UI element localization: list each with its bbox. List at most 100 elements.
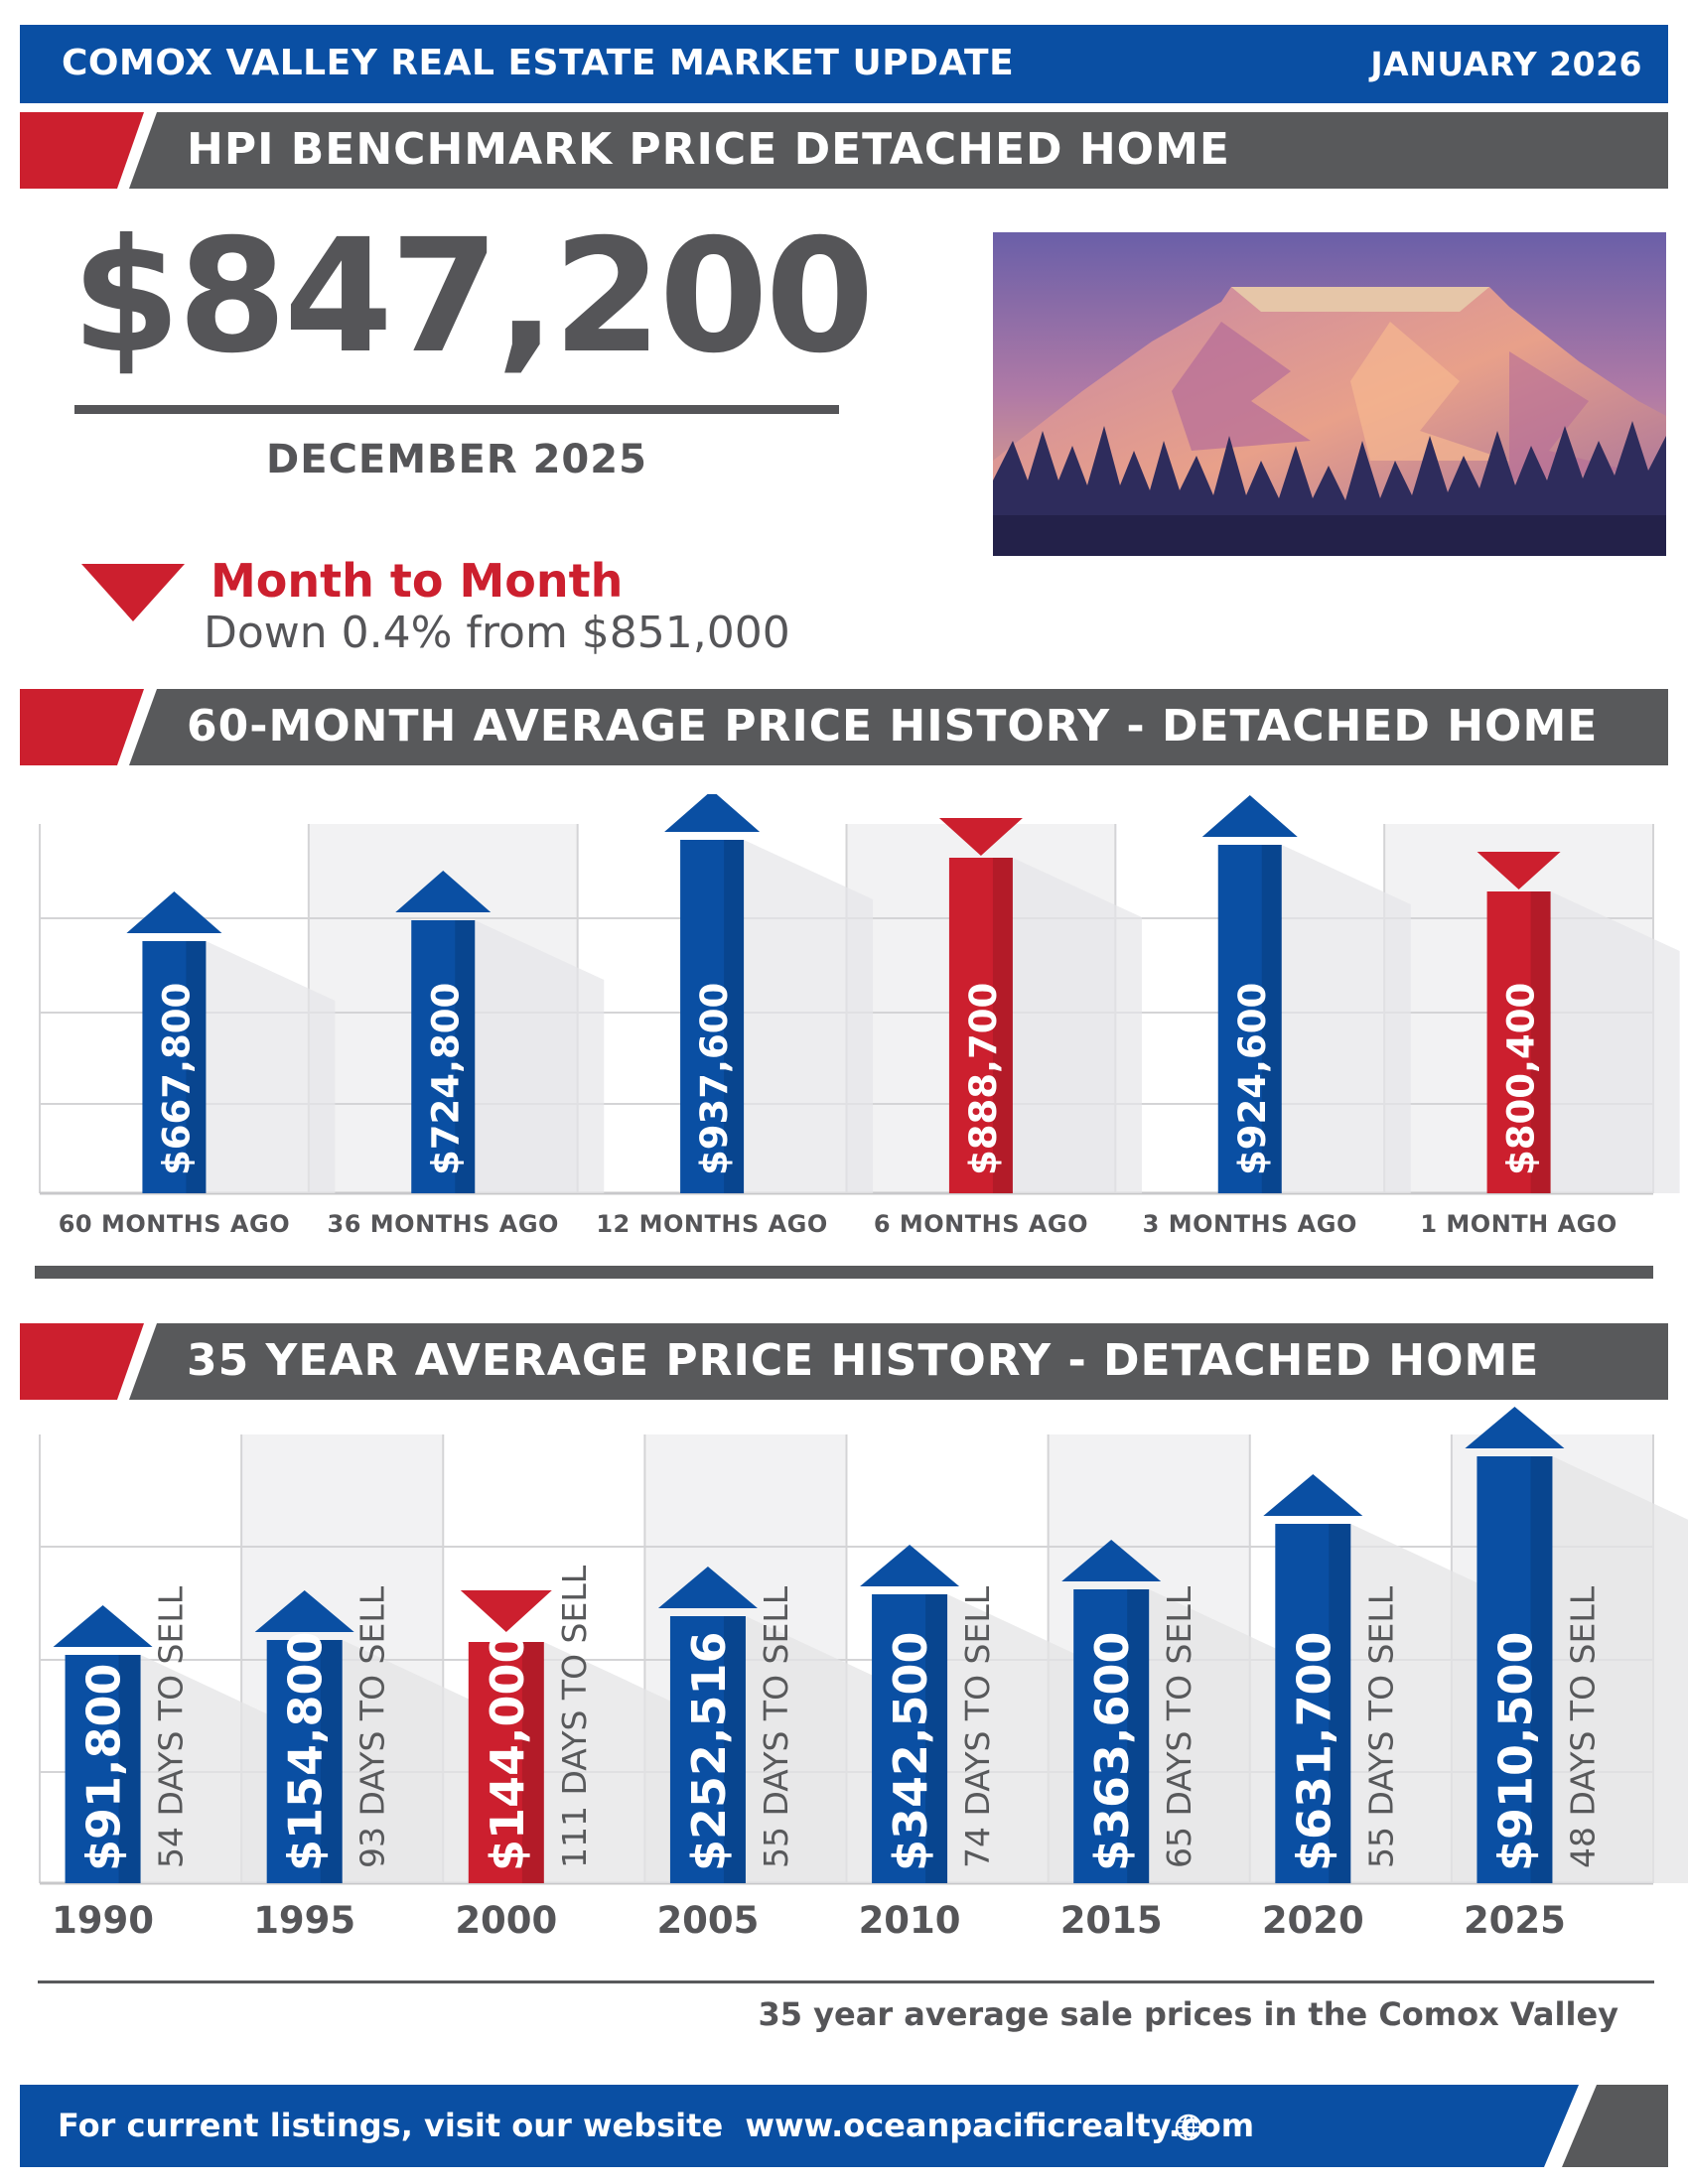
bar-side — [1329, 1524, 1351, 1883]
divider — [74, 405, 839, 414]
bar-value-label: $800,400 — [1500, 983, 1543, 1175]
bar-shadow — [947, 1594, 1097, 1883]
category-label: 3 MONTHS AGO — [1142, 1210, 1357, 1238]
year-label: 2000 — [455, 1899, 558, 1942]
bar — [1275, 1524, 1351, 1883]
section-title-hpi: HPI BENCHMARK PRICE DETACHED HOME — [187, 124, 1230, 175]
bar-shadow — [1552, 1456, 1688, 1883]
bar-shadow — [1012, 858, 1142, 1193]
bar — [1486, 891, 1551, 1193]
category-label: 12 MONTHS AGO — [596, 1210, 828, 1238]
arrow-down-icon — [1477, 852, 1561, 889]
bar-shadow — [745, 1616, 895, 1883]
section-title-60month: 60-MONTH AVERAGE PRICE HISTORY - DETACHE… — [187, 701, 1599, 751]
year-label: 2010 — [858, 1899, 961, 1942]
bar-value-label: $363,600 — [1085, 1631, 1139, 1871]
days-to-sell-label: 74 DAYS TO SELL — [958, 1585, 997, 1868]
bar — [266, 1640, 343, 1883]
footer-text: For current listings, visit our website … — [58, 2107, 1254, 2144]
section-banner-hpi: HPI BENCHMARK PRICE DETACHED HOME — [20, 112, 1668, 189]
bar-side — [118, 1655, 141, 1883]
bar-value-label: $924,600 — [1231, 983, 1274, 1175]
hpi-month: DECEMBER 2025 — [266, 437, 647, 482]
arrow-up-icon — [1465, 1407, 1565, 1448]
arrow-up-icon — [254, 1590, 354, 1632]
chart-60-month: $667,800 $724,800 $937,600 $888,700 $924,600… — [39, 794, 1680, 1195]
change-title: Month to Month — [211, 554, 624, 608]
bar-side — [1530, 1456, 1553, 1883]
banner-shape — [20, 112, 1668, 189]
divider — [38, 1980, 1654, 1983]
section-banner-60month: 60-MONTH AVERAGE PRICE HISTORY - DETACHE… — [20, 689, 1668, 765]
category-label: 6 MONTHS AGO — [873, 1210, 1089, 1238]
chart-35-year: $91,800 54 DAYS TO SELL $154,800 93 DAYS TO… — [39, 1407, 1688, 1885]
bar-value-label: $631,700 — [1287, 1631, 1340, 1871]
bar — [872, 1594, 948, 1883]
arrow-up-icon — [860, 1545, 960, 1586]
year-label: 2025 — [1463, 1899, 1566, 1942]
days-to-sell-label: 65 DAYS TO SELL — [1160, 1585, 1198, 1868]
hpi-price: $847,200 — [71, 205, 875, 388]
bar-side — [455, 920, 476, 1193]
arrow-down-icon — [938, 818, 1023, 856]
bar-shadow — [1149, 1589, 1299, 1883]
bar-value-label: $252,516 — [682, 1631, 736, 1871]
days-to-sell-label: 55 DAYS TO SELL — [757, 1585, 795, 1868]
bar-side — [1530, 891, 1551, 1193]
bar-value-label: $144,000 — [481, 1631, 534, 1871]
bar-value-label: $154,800 — [279, 1631, 333, 1871]
bar — [468, 1642, 544, 1883]
bar-side — [521, 1642, 544, 1883]
website-link[interactable]: www.oceanpacificrealty.com — [745, 2107, 1255, 2144]
bar-side — [186, 941, 207, 1193]
bar-shadow — [475, 920, 605, 1193]
bar-shadow — [543, 1642, 693, 1883]
bar-shadow — [206, 941, 336, 1193]
triangle-down-icon — [81, 564, 185, 621]
bar — [411, 920, 476, 1193]
year-label: 2020 — [1261, 1899, 1364, 1942]
bar-side — [320, 1640, 343, 1883]
year-label: 2015 — [1059, 1899, 1163, 1942]
category-label: 60 MONTHS AGO — [58, 1210, 291, 1238]
category-label: 1 MONTH AGO — [1420, 1210, 1618, 1238]
days-to-sell-label: 111 DAYS TO SELL — [555, 1565, 594, 1868]
year-label: 2005 — [656, 1899, 760, 1942]
bar — [1073, 1589, 1150, 1883]
days-to-sell-label: 48 DAYS TO SELL — [1563, 1585, 1602, 1868]
bar-value-label: $910,500 — [1488, 1631, 1542, 1871]
bar-value-label: $91,800 — [77, 1663, 131, 1871]
days-to-sell-label: 55 DAYS TO SELL — [1361, 1585, 1400, 1868]
mountain-illustration — [993, 232, 1666, 556]
category-label: 36 MONTHS AGO — [327, 1210, 559, 1238]
bar-value-label: $724,800 — [424, 983, 467, 1175]
bar-shadow — [1350, 1524, 1500, 1883]
days-to-sell-label: 93 DAYS TO SELL — [353, 1585, 392, 1868]
chart-note: 35 year average sale prices in the Comox… — [758, 1995, 1619, 2033]
footer-label: For current listings, visit our website — [58, 2107, 724, 2144]
header-bar: COMOX VALLEY REAL ESTATE MARKET UPDATE J… — [20, 25, 1668, 103]
bar — [948, 858, 1013, 1193]
arrow-up-icon — [1061, 1540, 1162, 1581]
arrow-up-icon — [1263, 1474, 1363, 1516]
bar-value-label: $888,700 — [962, 983, 1005, 1175]
section-banner-35year: 35 YEAR AVERAGE PRICE HISTORY - DETACHED… — [20, 1323, 1668, 1400]
bar-side — [724, 840, 745, 1193]
bar-shadow — [342, 1640, 492, 1883]
header-date: JANUARY 2026 — [1370, 45, 1642, 83]
arrow-up-icon — [126, 891, 222, 933]
days-to-sell-label: 54 DAYS TO SELL — [152, 1585, 191, 1868]
bar-side — [1261, 845, 1282, 1193]
arrow-down-icon — [460, 1590, 552, 1632]
bar — [65, 1655, 141, 1883]
arrow-up-icon — [395, 871, 492, 912]
divider — [35, 1266, 1653, 1279]
bar — [1217, 845, 1282, 1193]
arrow-up-icon — [53, 1605, 153, 1647]
bar-side — [723, 1616, 746, 1883]
section-title-35year: 35 YEAR AVERAGE PRICE HISTORY - DETACHED… — [187, 1335, 1540, 1386]
year-label: 1995 — [253, 1899, 356, 1942]
year-label: 1990 — [52, 1899, 155, 1942]
bar-value-label: $342,500 — [884, 1631, 937, 1871]
bar-value-label: $937,600 — [693, 983, 736, 1175]
